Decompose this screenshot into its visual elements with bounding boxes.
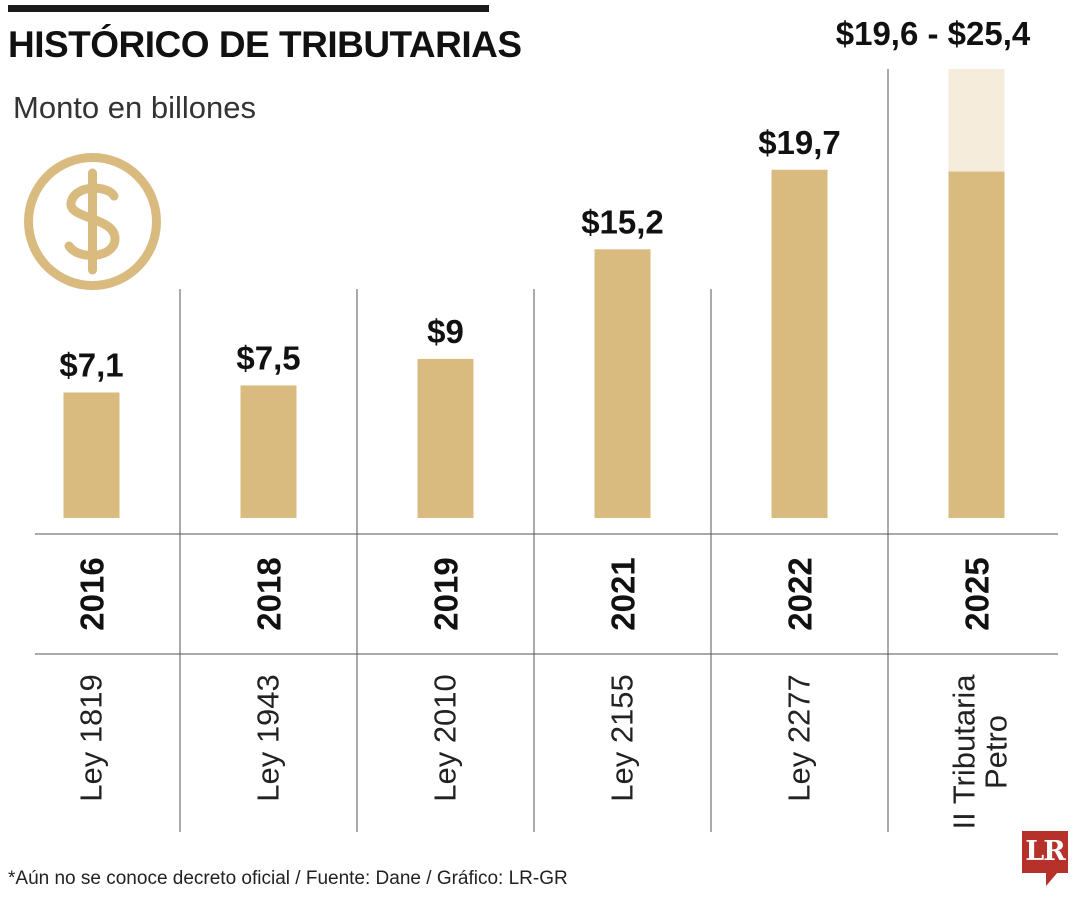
year-label: 2016 — [74, 557, 111, 630]
year-label: 2021 — [605, 557, 642, 630]
bar-value-label: $19,7 — [758, 124, 841, 161]
year-label: 2025 — [959, 557, 996, 630]
bar — [771, 169, 828, 519]
year-label: 2018 — [251, 557, 288, 630]
law-label: Ley 1819 — [74, 674, 109, 802]
chart-subtitle: Monto en billones — [13, 90, 256, 125]
lr-logo: LR — [1022, 831, 1068, 873]
law-label: Ley 2155 — [605, 674, 640, 802]
law-label: Petro — [979, 715, 1014, 789]
dollar-icon — [24, 153, 161, 290]
bar — [948, 171, 1005, 518]
law-label: II Tributaria — [947, 674, 982, 830]
bar-value-label: $7,1 — [59, 346, 123, 383]
year-label: 2019 — [428, 557, 465, 630]
law-label: Ley 2010 — [428, 674, 463, 802]
bar — [63, 392, 120, 518]
bar — [594, 249, 651, 519]
bar — [417, 358, 474, 518]
bar-value-label: $15,2 — [581, 203, 664, 240]
year-label: 2022 — [782, 557, 819, 630]
bar — [240, 385, 297, 518]
bar-value-label: $9 — [427, 313, 464, 350]
bar-range — [948, 69, 1005, 172]
top-rule — [8, 5, 489, 12]
lr-logo-tail — [1046, 872, 1058, 886]
bar-value-label: $7,5 — [236, 339, 300, 376]
law-label: Ley 1943 — [251, 674, 286, 802]
bar-value-label: $19,6 - $25,4 — [836, 15, 1031, 52]
chart-title: HISTÓRICO DE TRIBUTARIAS — [8, 24, 522, 65]
law-label: Ley 2277 — [782, 674, 817, 802]
source-note: *Aún no se conoce decreto oficial / Fuen… — [8, 868, 568, 889]
